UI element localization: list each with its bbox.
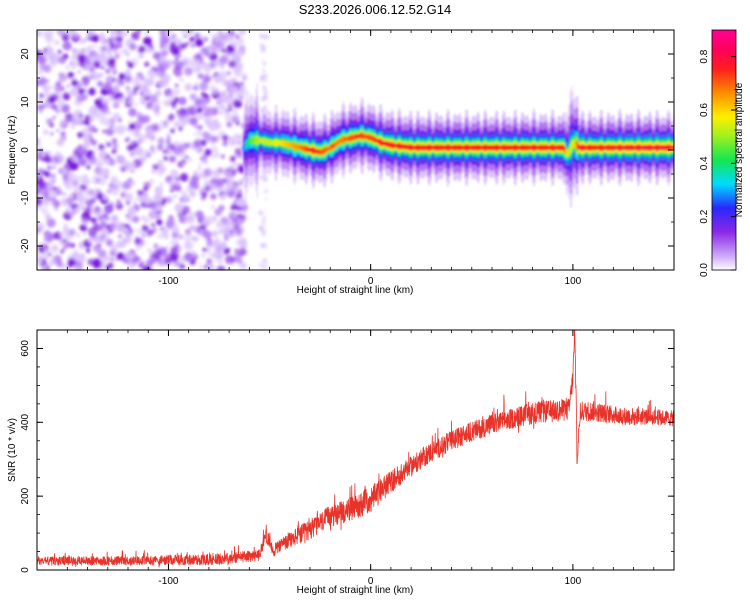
colorbar-frame <box>711 29 737 271</box>
y-tick-label: 400 <box>20 414 31 431</box>
spectrogram-x-axis-label: Height of straight line (km) <box>297 285 414 296</box>
y-tick-label: 0 <box>20 567 31 573</box>
spectrogram-y-axis-label: Frequency (Hz) <box>7 116 18 185</box>
x-tick-label: 0 <box>368 276 374 287</box>
snr-frame <box>36 329 675 571</box>
x-tick-label: -100 <box>158 276 178 287</box>
y-tick-label: 10 <box>20 96 31 108</box>
colorbar-tick-label: 0.0 <box>699 263 710 277</box>
x-tick-label: 100 <box>565 576 582 587</box>
x-tick-label: 100 <box>565 276 582 287</box>
snr-axes: -100 0 100 0 200 400 600 <box>20 329 675 587</box>
colorbar-tick-label: 0.2 <box>699 209 710 223</box>
y-tick-label: 200 <box>20 487 31 504</box>
y-tick-label: -10 <box>20 190 31 205</box>
ridge-band <box>243 83 674 208</box>
colorbar-tick-label: 0.4 <box>699 156 710 170</box>
colorbar-tick-label: 0.8 <box>699 49 710 63</box>
colorbar: 0.0 0.2 0.4 0.6 0.8 Normalized spectral ampl… <box>699 29 745 277</box>
colorbar-tick-label: 0.6 <box>699 103 710 117</box>
y-tick-label: 0 <box>20 147 31 153</box>
colorbar-gradient <box>712 30 736 271</box>
figure-title: S233.2026.006.12.52.G14 <box>298 2 452 17</box>
y-tick-label: 20 <box>20 48 31 60</box>
spectrogram-noise-region <box>37 30 269 270</box>
spectrogram-ridge <box>243 83 674 208</box>
y-tick-label: -20 <box>20 238 31 253</box>
colorbar-ticks: 0.0 0.2 0.4 0.6 0.8 <box>699 49 736 277</box>
noise-speckle <box>37 30 269 270</box>
snr-x-axis-label: Height of straight line (km) <box>297 585 414 596</box>
y-tick-label: 600 <box>20 340 31 357</box>
snr-panel: -100 0 100 0 200 400 600 Height of straight li… <box>7 329 675 596</box>
snr-y-axis-label: SNR (10 * v/v) <box>7 418 18 482</box>
x-tick-label: 0 <box>368 576 374 587</box>
snr-series-line <box>37 330 674 568</box>
x-tick-label: -100 <box>158 576 178 587</box>
colorbar-label: Normalized spectral amplitude <box>734 82 745 217</box>
